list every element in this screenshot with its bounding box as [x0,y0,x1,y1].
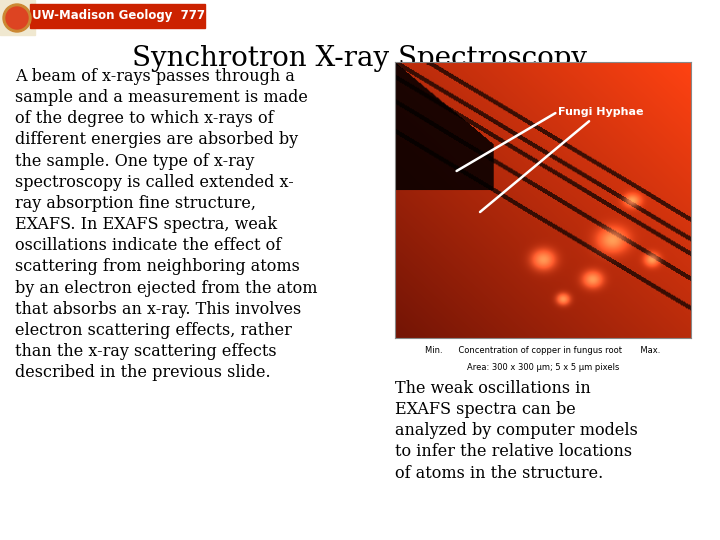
Circle shape [6,7,28,29]
Text: The weak oscillations in
EXAFS spectra can be
analyzed by computer models
to inf: The weak oscillations in EXAFS spectra c… [395,380,638,482]
Bar [0,0,35,35]
Text: Area: 300 x 300 μm; 5 x 5 μm pixels: Area: 300 x 300 μm; 5 x 5 μm pixels [467,363,619,372]
Text: Fungi Hyphae: Fungi Hyphae [480,107,643,212]
Bar [30,4,205,28]
Text: A beam of x-rays passes through a
sample and a measurement is made
of the degree: A beam of x-rays passes through a sample… [15,68,318,381]
Text: UW-Madison Geology  777: UW-Madison Geology 777 [32,10,204,23]
Text: Min.      Concentration of copper in fungus root       Max.: Min. Concentration of copper in fungus r… [426,346,661,355]
Text: Synchrotron X-ray Spectroscopy: Synchrotron X-ray Spectroscopy [132,45,588,72]
Circle shape [3,4,31,32]
